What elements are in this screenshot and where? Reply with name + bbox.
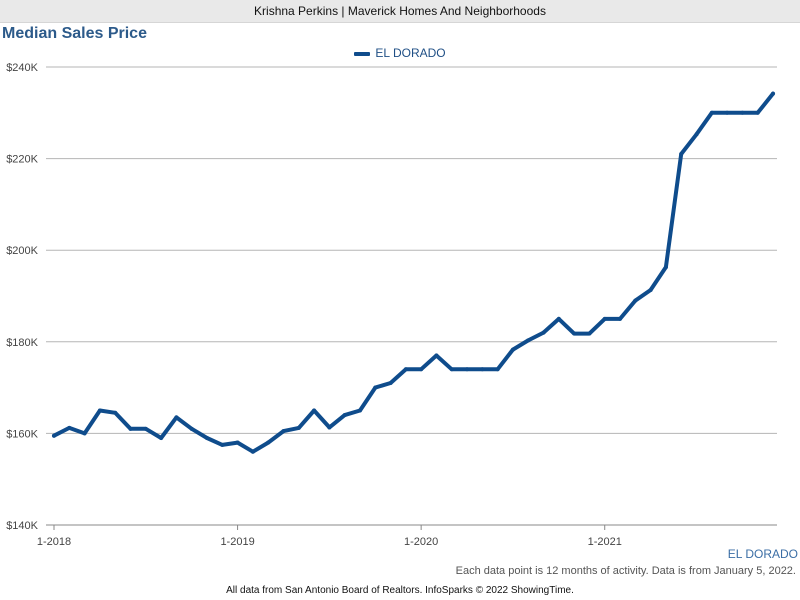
data-point	[725, 110, 730, 115]
data-point	[373, 385, 378, 390]
data-point	[587, 331, 592, 336]
y-tick-label: $160K	[6, 428, 38, 440]
data-point	[281, 429, 286, 434]
data-point	[82, 431, 87, 436]
data-point	[403, 367, 408, 372]
data-point	[694, 132, 699, 137]
data-point	[388, 381, 393, 386]
report-header-text: Krishna Perkins | Maverick Homes And Nei…	[254, 4, 546, 18]
data-point	[67, 425, 72, 430]
y-tick-label: $140K	[6, 520, 38, 532]
data-point	[480, 367, 485, 372]
footer-series-label: EL DORADO	[727, 547, 798, 561]
y-tick-label: $240K	[6, 62, 38, 74]
x-axis: 1-2018 1-2019 1-2020 1-2021	[37, 525, 622, 548]
data-point	[556, 316, 561, 321]
data-point	[204, 435, 209, 440]
legend-label: EL DORADO	[375, 46, 446, 60]
data-point	[755, 110, 760, 115]
data-source: All data from San Antonio Board of Realt…	[226, 585, 574, 596]
data-point	[174, 415, 179, 420]
data-point	[52, 433, 56, 438]
report-header: Krishna Perkins | Maverick Homes And Nei…	[0, 0, 800, 23]
series-group	[52, 91, 775, 454]
data-point	[602, 316, 607, 321]
data-point	[633, 298, 638, 303]
data-point	[327, 425, 332, 430]
data-point	[663, 265, 668, 270]
data-point	[526, 338, 531, 343]
data-point	[357, 408, 362, 413]
data-point	[648, 288, 653, 293]
data-point	[434, 353, 439, 358]
grid	[46, 66, 777, 526]
data-point	[572, 331, 577, 336]
data-point	[342, 413, 347, 418]
x-tick-label: 1-2019	[220, 536, 254, 548]
data-point	[740, 110, 745, 115]
data-point	[189, 426, 194, 431]
y-axis: $140K $160K $180K $200K $220K $240K	[6, 62, 38, 532]
line-chart: $140K$160K$180K$200K$220K$240K 1-2018 1-2…	[6, 62, 777, 548]
data-point	[465, 367, 470, 372]
data-point	[113, 410, 118, 415]
data-point	[679, 152, 684, 157]
data-point	[510, 347, 515, 352]
data-point	[495, 367, 500, 372]
series-line	[52, 91, 775, 454]
x-tick-label: 1-2020	[404, 536, 438, 548]
data-point	[266, 440, 271, 445]
data-point	[296, 425, 301, 430]
y-tick-label: $180K	[6, 337, 38, 349]
data-point	[159, 435, 164, 440]
chart-title: Median Sales Price	[2, 25, 147, 42]
data-point	[771, 91, 775, 96]
x-tick-label: 1-2021	[588, 536, 622, 548]
data-point	[541, 330, 546, 335]
legend-swatch-icon	[354, 51, 371, 56]
data-note: Each data point is 12 months of activity…	[455, 565, 796, 577]
x-tick-label: 1-2018	[37, 536, 71, 548]
data-point	[97, 408, 102, 413]
data-point	[618, 316, 623, 321]
data-point	[250, 449, 255, 454]
data-point	[449, 367, 454, 372]
data-point	[312, 408, 317, 413]
data-point	[235, 440, 240, 445]
chart-legend: EL DORADO	[0, 46, 800, 60]
data-point	[220, 442, 225, 447]
y-tick-label: $220K	[6, 154, 38, 166]
y-tick-label: $200K	[6, 245, 38, 257]
data-point	[143, 426, 148, 431]
data-point	[709, 110, 714, 115]
data-point	[128, 426, 133, 431]
data-point	[419, 367, 424, 372]
